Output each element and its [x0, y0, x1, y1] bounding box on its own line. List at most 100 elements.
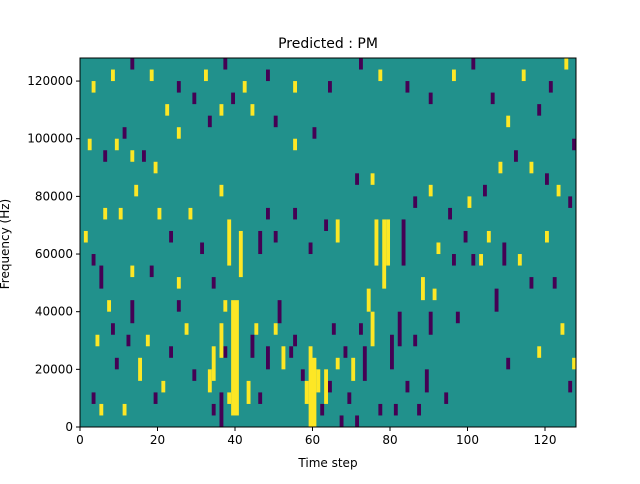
heatmap-cell	[498, 161, 503, 174]
heatmap-cell	[134, 184, 139, 197]
heatmap-cell	[188, 207, 193, 220]
heatmap-cell	[161, 380, 166, 393]
heatmap-cell	[246, 380, 251, 404]
heatmap-cell	[548, 81, 553, 93]
heatmap-cell	[494, 288, 499, 312]
heatmap-cell	[254, 323, 259, 335]
heatmap-cell	[142, 150, 146, 162]
heatmap-cell	[537, 346, 542, 358]
heatmap-cell	[219, 104, 224, 116]
heatmap-cell	[355, 415, 360, 427]
heatmap-cell	[351, 357, 356, 381]
heatmap-cell	[424, 369, 429, 393]
heatmap-cell	[378, 69, 383, 82]
heatmap-cell	[455, 311, 460, 324]
heatmap-cell	[293, 334, 298, 347]
heatmap-cell	[529, 277, 534, 289]
heatmap-cell	[122, 127, 127, 139]
heatmap-cell	[436, 242, 441, 255]
heatmap-cell	[386, 219, 391, 266]
heatmap-cell	[545, 173, 549, 185]
heatmap-cell	[331, 323, 336, 335]
heatmap-cell	[103, 150, 108, 162]
heatmap-cell	[413, 334, 418, 347]
heatmap-cell	[335, 357, 340, 370]
heatmap-cell	[149, 265, 154, 278]
heatmap-cell	[99, 403, 104, 416]
heatmap-cell	[266, 207, 270, 220]
heatmap-cell	[227, 392, 232, 404]
heatmap-cell	[153, 161, 158, 174]
heatmap-cell	[417, 403, 422, 416]
heatmap-cell	[130, 300, 135, 324]
y-axis: 0 20000 40000 60000 80000 100000 120000	[27, 74, 80, 434]
heatmap-cell	[347, 392, 352, 404]
heatmap-cell	[157, 207, 162, 220]
heatmap-cell	[316, 369, 321, 393]
heatmap-cell	[479, 254, 484, 266]
x-tick-label: 40	[227, 433, 242, 447]
heatmap-cell	[471, 58, 476, 70]
heatmap-cell	[273, 323, 278, 335]
y-tick-label: 20000	[35, 362, 73, 376]
heatmap-cell	[405, 380, 410, 393]
heatmap-cell	[556, 184, 561, 197]
heatmap-cell	[118, 207, 123, 220]
y-tick-label: 0	[65, 420, 73, 434]
heatmap-cell	[521, 69, 526, 82]
heatmap-cell	[107, 300, 112, 312]
heatmap-cell	[506, 115, 511, 128]
heatmap-cell	[328, 81, 332, 93]
y-axis-label: Frequency (Hz)	[0, 199, 12, 290]
heatmap-cell	[359, 323, 363, 335]
heatmap-cell	[176, 81, 181, 93]
heatmap-cell	[401, 219, 406, 266]
heatmap-cell	[362, 346, 367, 381]
heatmap-cell	[130, 150, 135, 162]
heatmap-cell	[114, 138, 119, 151]
heatmap-background	[80, 58, 576, 427]
heatmap-cell	[211, 346, 216, 381]
heatmap-cell	[428, 184, 433, 197]
heatmap-cell	[568, 196, 573, 208]
heatmap-cell	[378, 403, 383, 416]
x-axis: 0 20 40 60 80 100 120	[76, 427, 556, 447]
heatmap-cell	[258, 230, 263, 255]
heatmap-cell	[312, 357, 317, 427]
heatmap-cell	[382, 219, 387, 289]
heatmap-cell	[463, 230, 468, 243]
heatmap-cell	[91, 254, 96, 266]
x-tick-label: 0	[76, 433, 84, 447]
heatmap-cell	[304, 380, 309, 404]
heatmap-cell	[231, 92, 236, 105]
heatmap-cell	[572, 138, 577, 151]
heatmap-cell	[238, 230, 243, 278]
heatmap-cell	[211, 277, 216, 289]
heatmap-cell	[165, 104, 170, 116]
heatmap-cell	[312, 127, 317, 139]
heatmap-cell	[428, 311, 433, 335]
heatmap-cell	[223, 300, 228, 312]
heatmap-cell	[355, 173, 360, 185]
heatmap-cell	[103, 207, 108, 220]
heatmap-cell	[444, 392, 449, 404]
x-tick-label: 20	[150, 433, 165, 447]
heatmap-cell	[506, 357, 511, 370]
heatmap-cell	[397, 311, 402, 347]
heatmap-cell	[370, 311, 375, 347]
heatmap-cell	[223, 58, 228, 70]
heatmap-cell	[87, 138, 92, 151]
heatmap-cell	[266, 69, 270, 82]
heatmap-cell	[169, 346, 174, 358]
heatmap-cell	[467, 196, 472, 208]
heatmap-cell	[374, 219, 379, 266]
heatmap-cell	[207, 369, 212, 393]
plot-frame	[79, 57, 577, 428]
heatmap-cell	[219, 392, 224, 427]
heatmap-cell	[428, 92, 433, 105]
heatmap-cell	[320, 403, 325, 416]
heatmap-cell	[235, 300, 239, 416]
heatmap-cell	[184, 323, 189, 335]
heatmap-cell	[339, 415, 344, 427]
